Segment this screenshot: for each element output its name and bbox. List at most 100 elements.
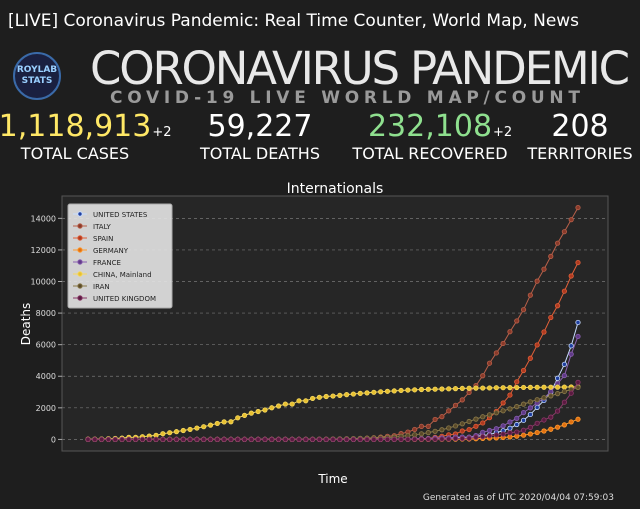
stat-label: TOTAL CASES bbox=[20, 144, 129, 163]
data-point bbox=[480, 414, 486, 420]
data-point bbox=[126, 436, 132, 443]
data-point bbox=[520, 367, 527, 374]
data-point bbox=[520, 432, 527, 438]
data-point bbox=[459, 385, 465, 392]
logo bbox=[13, 52, 61, 100]
data-point bbox=[412, 432, 418, 438]
data-point bbox=[514, 318, 520, 324]
data-point bbox=[486, 427, 493, 434]
data-point bbox=[480, 373, 486, 379]
data-point bbox=[214, 420, 220, 427]
data-point bbox=[527, 292, 533, 298]
data-point bbox=[425, 423, 431, 429]
stat-label: TERRITORIES bbox=[526, 144, 632, 163]
data-point bbox=[446, 425, 452, 431]
stat-label: TOTAL RECOVERED bbox=[351, 144, 507, 163]
data-point bbox=[269, 436, 275, 443]
data-point bbox=[534, 420, 540, 426]
y-tick-label: 0 bbox=[51, 435, 56, 444]
data-point bbox=[486, 360, 493, 366]
data-point bbox=[255, 436, 261, 443]
data-point bbox=[432, 416, 438, 423]
data-point bbox=[384, 436, 391, 442]
data-point bbox=[548, 414, 554, 420]
data-point bbox=[466, 426, 472, 433]
data-point bbox=[554, 303, 561, 309]
data-point bbox=[486, 433, 493, 439]
data-point bbox=[568, 351, 574, 357]
data-point bbox=[541, 384, 547, 390]
data-point bbox=[520, 417, 527, 423]
data-point bbox=[527, 431, 533, 437]
data-point bbox=[575, 416, 581, 422]
data-point bbox=[323, 436, 329, 443]
legend-marker bbox=[77, 295, 83, 301]
data-point bbox=[207, 436, 214, 443]
data-point bbox=[282, 436, 288, 443]
data-point bbox=[405, 436, 411, 442]
data-point bbox=[507, 392, 513, 398]
data-point bbox=[337, 436, 343, 443]
data-point bbox=[568, 273, 574, 279]
data-point bbox=[384, 388, 391, 394]
data-point bbox=[527, 405, 533, 411]
data-point bbox=[480, 429, 486, 435]
data-point bbox=[180, 427, 186, 434]
data-point bbox=[357, 390, 363, 396]
stat-value: 1,118,913 bbox=[0, 109, 151, 144]
logo-text: STATS bbox=[22, 76, 53, 86]
data-point bbox=[575, 259, 581, 266]
data-point bbox=[303, 436, 309, 443]
data-point bbox=[309, 436, 316, 443]
data-point bbox=[541, 329, 547, 335]
data-point bbox=[466, 418, 472, 425]
y-tick-label: 8000 bbox=[36, 309, 56, 318]
x-axis-label: Time bbox=[317, 472, 347, 486]
data-point bbox=[466, 435, 472, 441]
logo-text: ROYLAB bbox=[17, 65, 57, 75]
data-point bbox=[378, 389, 384, 395]
data-point bbox=[561, 361, 567, 367]
data-point bbox=[493, 432, 499, 438]
data-point bbox=[296, 436, 302, 443]
data-point bbox=[391, 436, 397, 442]
data-point bbox=[330, 393, 336, 399]
stat-value: 232,108 bbox=[368, 109, 492, 144]
data-point bbox=[330, 436, 336, 443]
data-point bbox=[207, 422, 214, 428]
data-point bbox=[459, 397, 465, 403]
data-point bbox=[418, 436, 425, 442]
data-point bbox=[466, 385, 472, 391]
data-point bbox=[153, 436, 159, 443]
data-point bbox=[568, 217, 574, 223]
data-point bbox=[473, 385, 479, 391]
data-point bbox=[554, 240, 561, 246]
data-point bbox=[520, 427, 527, 433]
data-point bbox=[480, 385, 486, 391]
data-point bbox=[466, 389, 472, 395]
data-point bbox=[425, 386, 431, 392]
data-point bbox=[514, 384, 520, 391]
data-point bbox=[534, 278, 540, 284]
data-point bbox=[554, 375, 561, 381]
data-point bbox=[548, 384, 554, 390]
data-point bbox=[568, 343, 574, 349]
footnote: Generated as of UTC 2020/04/04 07:59:03 bbox=[423, 493, 614, 503]
data-point bbox=[173, 436, 180, 443]
stat-value: 59,227 bbox=[208, 109, 313, 144]
stat-label: TOTAL DEATHS bbox=[199, 144, 320, 163]
data-point bbox=[534, 397, 540, 403]
data-point bbox=[514, 421, 520, 428]
y-tick-label: 2000 bbox=[36, 404, 56, 413]
data-point bbox=[548, 393, 554, 399]
data-point bbox=[378, 436, 384, 442]
legend-marker bbox=[77, 223, 83, 229]
data-point bbox=[500, 340, 506, 347]
data-point bbox=[446, 436, 452, 442]
data-point bbox=[289, 401, 295, 407]
data-point bbox=[520, 307, 527, 313]
data-point bbox=[446, 386, 452, 392]
data-point bbox=[575, 319, 581, 326]
